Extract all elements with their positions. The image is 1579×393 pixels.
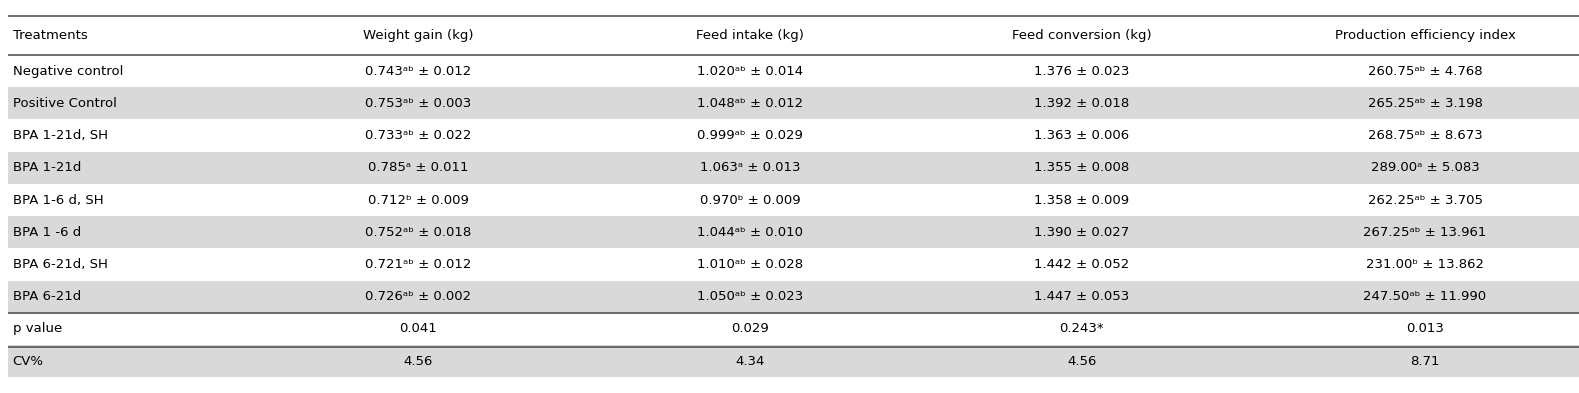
Text: 0.743ᵃᵇ ± 0.012: 0.743ᵃᵇ ± 0.012 (365, 64, 472, 78)
Text: Treatments: Treatments (13, 29, 87, 42)
Text: 0.721ᵃᵇ ± 0.012: 0.721ᵃᵇ ± 0.012 (365, 258, 472, 271)
Text: 231.00ᵇ ± 13.862: 231.00ᵇ ± 13.862 (1366, 258, 1484, 271)
Text: 4.56: 4.56 (1067, 354, 1096, 368)
Text: 1.355 ± 0.008: 1.355 ± 0.008 (1034, 161, 1129, 174)
Text: 0.712ᵇ ± 0.009: 0.712ᵇ ± 0.009 (368, 193, 469, 207)
Text: BPA 1-21d, SH: BPA 1-21d, SH (13, 129, 107, 142)
Text: 1.048ᵃᵇ ± 0.012: 1.048ᵃᵇ ± 0.012 (696, 97, 804, 110)
Text: 0.029: 0.029 (731, 322, 769, 336)
Text: 289.00ᵃ ± 5.083: 289.00ᵃ ± 5.083 (1371, 161, 1480, 174)
Text: p value: p value (13, 322, 62, 336)
Text: BPA 1-6 d, SH: BPA 1-6 d, SH (13, 193, 103, 207)
Text: 0.970ᵇ ± 0.009: 0.970ᵇ ± 0.009 (699, 193, 801, 207)
Text: BPA 1 -6 d: BPA 1 -6 d (13, 226, 81, 239)
Text: 260.75ᵃᵇ ± 4.768: 260.75ᵃᵇ ± 4.768 (1367, 64, 1483, 78)
Text: Feed intake (kg): Feed intake (kg) (696, 29, 804, 42)
Text: 0.999ᵃᵇ ± 0.029: 0.999ᵃᵇ ± 0.029 (696, 129, 804, 142)
Text: 4.56: 4.56 (404, 354, 433, 368)
Text: 262.25ᵃᵇ ± 3.705: 262.25ᵃᵇ ± 3.705 (1367, 193, 1483, 207)
Text: 265.25ᵃᵇ ± 3.198: 265.25ᵃᵇ ± 3.198 (1367, 97, 1483, 110)
Text: 267.25ᵃᵇ ± 13.961: 267.25ᵃᵇ ± 13.961 (1363, 226, 1487, 239)
Text: CV%: CV% (13, 354, 44, 368)
Text: 0.733ᵃᵇ ± 0.022: 0.733ᵃᵇ ± 0.022 (365, 129, 472, 142)
Text: 1.050ᵃᵇ ± 0.023: 1.050ᵃᵇ ± 0.023 (696, 290, 804, 303)
Text: Feed conversion (kg): Feed conversion (kg) (1012, 29, 1151, 42)
Text: 1.442 ± 0.052: 1.442 ± 0.052 (1034, 258, 1129, 271)
Text: 0.753ᵃᵇ ± 0.003: 0.753ᵃᵇ ± 0.003 (365, 97, 472, 110)
Text: 1.376 ± 0.023: 1.376 ± 0.023 (1034, 64, 1129, 78)
Text: Production efficiency index: Production efficiency index (1334, 29, 1516, 42)
Text: 1.390 ± 0.027: 1.390 ± 0.027 (1034, 226, 1129, 239)
Text: Weight gain (kg): Weight gain (kg) (363, 29, 474, 42)
Text: 0.243*: 0.243* (1060, 322, 1104, 336)
Text: 8.71: 8.71 (1410, 354, 1440, 368)
Text: Positive Control: Positive Control (13, 97, 117, 110)
Text: Negative control: Negative control (13, 64, 123, 78)
Text: 0.785ᵃ ± 0.011: 0.785ᵃ ± 0.011 (368, 161, 469, 174)
Text: 1.010ᵃᵇ ± 0.028: 1.010ᵃᵇ ± 0.028 (696, 258, 804, 271)
Text: 1.392 ± 0.018: 1.392 ± 0.018 (1034, 97, 1129, 110)
Text: BPA 6-21d: BPA 6-21d (13, 290, 81, 303)
Text: 1.358 ± 0.009: 1.358 ± 0.009 (1034, 193, 1129, 207)
Text: 0.013: 0.013 (1407, 322, 1443, 336)
Text: 0.726ᵃᵇ ± 0.002: 0.726ᵃᵇ ± 0.002 (365, 290, 472, 303)
Text: 1.447 ± 0.053: 1.447 ± 0.053 (1034, 290, 1129, 303)
Bar (8, 152, 1579, 184)
Text: 1.020ᵃᵇ ± 0.014: 1.020ᵃᵇ ± 0.014 (696, 64, 804, 78)
Bar (8, 216, 1579, 248)
Text: 4.34: 4.34 (736, 354, 764, 368)
Text: 0.041: 0.041 (399, 322, 437, 336)
Text: 1.044ᵃᵇ ± 0.010: 1.044ᵃᵇ ± 0.010 (696, 226, 804, 239)
Text: 1.063ᵃ ± 0.013: 1.063ᵃ ± 0.013 (699, 161, 801, 174)
Bar (8, 345, 1579, 377)
Text: 247.50ᵃᵇ ± 11.990: 247.50ᵃᵇ ± 11.990 (1364, 290, 1486, 303)
Text: 1.363 ± 0.006: 1.363 ± 0.006 (1034, 129, 1129, 142)
Text: BPA 6-21d, SH: BPA 6-21d, SH (13, 258, 107, 271)
Text: BPA 1-21d: BPA 1-21d (13, 161, 81, 174)
Text: 0.752ᵃᵇ ± 0.018: 0.752ᵃᵇ ± 0.018 (365, 226, 472, 239)
Bar (8, 87, 1579, 119)
Text: 268.75ᵃᵇ ± 8.673: 268.75ᵃᵇ ± 8.673 (1367, 129, 1483, 142)
Bar (8, 281, 1579, 313)
